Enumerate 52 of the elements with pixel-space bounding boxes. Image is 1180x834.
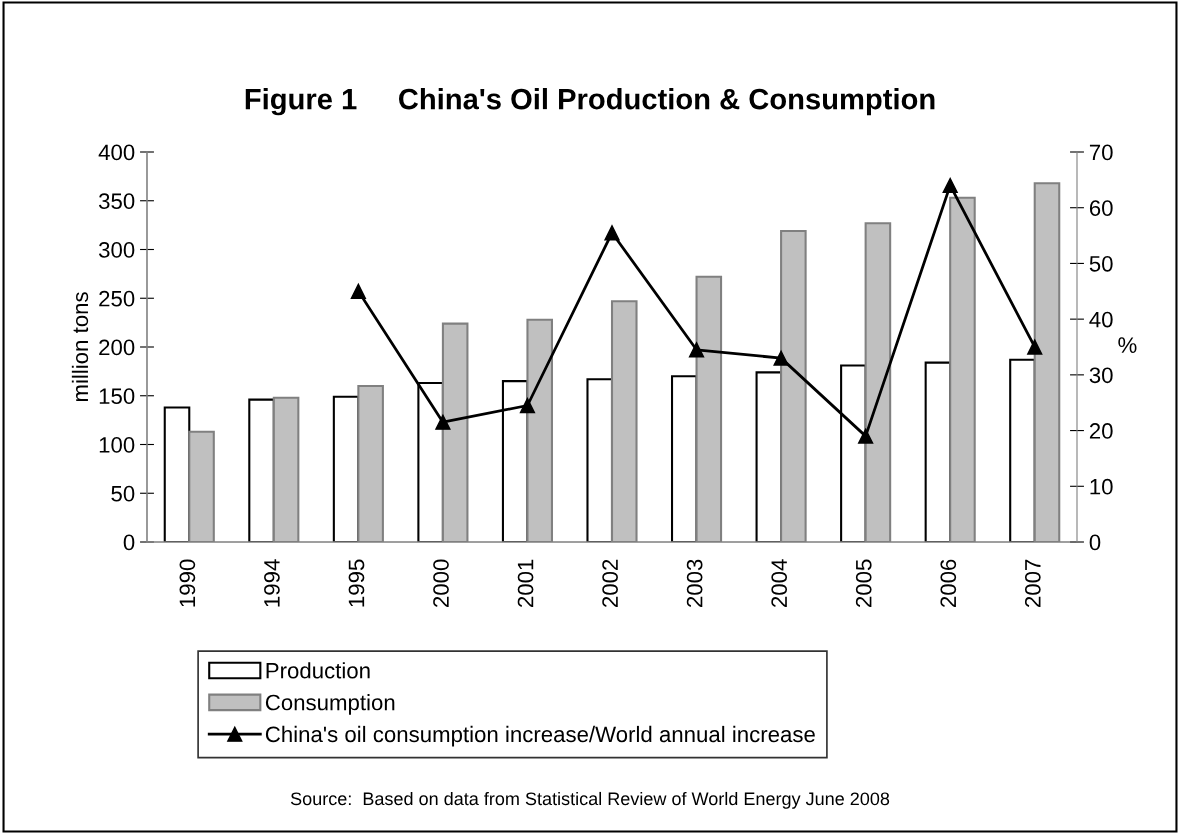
point — [857, 428, 874, 444]
y2-tick-label: 10 — [1090, 478, 1113, 495]
x-tick-label: 1990 — [179, 559, 196, 607]
chart-title: Figure 1 China's Oil Production & Consumption — [245, 88, 935, 116]
y2-tick-label: 50 — [1089, 255, 1113, 272]
x-tick-label: 2004 — [771, 559, 788, 607]
x-tick-label: 2007 — [1024, 559, 1041, 607]
point — [604, 225, 620, 241]
y2-axis-title: % — [1118, 337, 1137, 353]
y-tick-label: 300 — [98, 242, 135, 258]
bar — [924, 361, 952, 542]
y-axis-title: million tons — [71, 292, 89, 402]
y-tick-label: 350 — [98, 193, 135, 210]
x-tick-label: 2002 — [602, 559, 618, 607]
y-tick-label: 100 — [99, 437, 135, 453]
y-tick-label: 400 — [98, 144, 135, 161]
point — [773, 350, 789, 366]
x-tick-label: 2001 — [517, 559, 534, 607]
legend-label: Production — [266, 662, 370, 679]
y-tick-label: 200 — [99, 339, 135, 356]
point — [435, 414, 451, 430]
x-tick-label: 2005 — [855, 559, 872, 607]
x-tick-label: 1994 — [264, 559, 280, 607]
x-tick-label: 2000 — [433, 559, 449, 607]
y-tick-label: 250 — [99, 290, 135, 307]
y-tick-label: 0 — [123, 534, 135, 551]
bar — [670, 375, 698, 542]
source-note: Source: Based on data from Statistical Review of World Energy June 2008 — [290, 791, 890, 809]
y2-tick-label: 40 — [1089, 311, 1113, 328]
bar — [1009, 358, 1036, 542]
y2-tick-label: 20 — [1089, 423, 1113, 439]
y2-tick-label: 30 — [1089, 367, 1113, 384]
y-tick-label: 150 — [99, 388, 135, 405]
bar — [248, 398, 275, 542]
legend-label: Consumption — [265, 694, 395, 715]
point — [1027, 339, 1043, 355]
y2-tick-label: 70 — [1089, 144, 1113, 161]
point — [350, 283, 367, 299]
bar — [332, 395, 360, 542]
bar — [755, 371, 783, 542]
x-tick-label: 2006 — [940, 559, 957, 607]
point — [942, 177, 958, 194]
y-tick-label: 50 — [111, 485, 135, 502]
bar — [586, 378, 614, 542]
point — [688, 342, 705, 358]
legend-label: China's oil consumption increase/World annual increase — [265, 725, 815, 747]
bar — [163, 406, 191, 542]
y2-tick-label: 0 — [1089, 534, 1101, 551]
point — [519, 397, 536, 414]
x-tick-label: 2003 — [686, 559, 703, 607]
y2-tick-label: 60 — [1089, 200, 1113, 216]
x-tick-label: 1995 — [348, 559, 365, 607]
